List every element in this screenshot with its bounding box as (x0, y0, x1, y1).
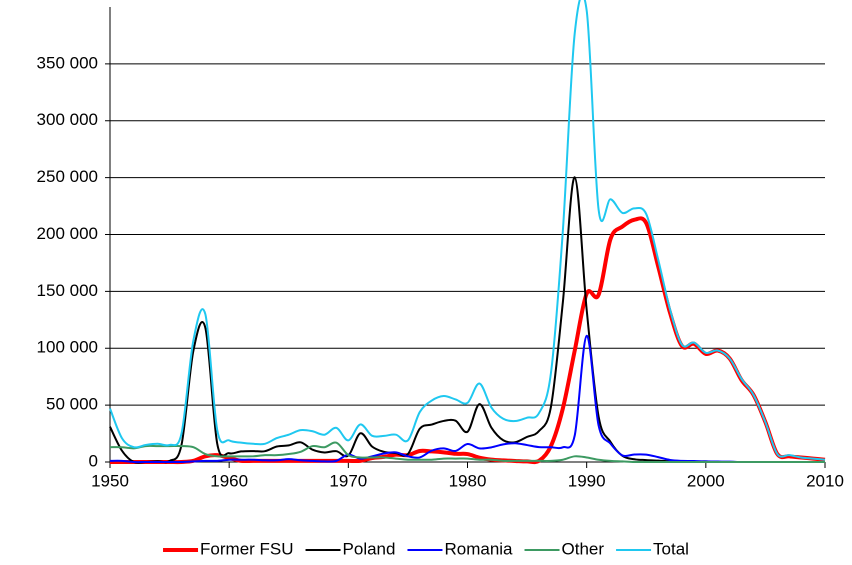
x-tick-label: 1990 (568, 471, 606, 490)
x-tick-label: 2000 (687, 471, 725, 490)
x-tick-label: 1980 (449, 471, 487, 490)
y-tick-label: 300 000 (37, 110, 98, 129)
y-tick-label: 100 000 (37, 338, 98, 357)
x-tick-label: 1970 (329, 471, 367, 490)
y-tick-label: 250 000 (37, 167, 98, 186)
legend-label: Former FSU (200, 539, 294, 558)
y-tick-label: 200 000 (37, 224, 98, 243)
series-line (109, 176, 825, 464)
series-line (109, 0, 826, 461)
x-tick-label: 1960 (210, 471, 248, 490)
legend-label: Other (562, 539, 605, 558)
legend-label: Romania (444, 539, 513, 558)
legend-label: Poland (343, 539, 396, 558)
y-tick-label: 0 (89, 451, 98, 470)
y-tick-label: 150 000 (37, 281, 98, 300)
y-tick-label: 50 000 (46, 395, 98, 414)
series-line (110, 216, 826, 465)
y-tick-label: 350 000 (37, 53, 98, 72)
series-line (109, 441, 825, 464)
x-tick-label: 1950 (91, 471, 129, 490)
legend-label: Total (653, 539, 689, 558)
x-tick-label: 2010 (806, 471, 844, 490)
